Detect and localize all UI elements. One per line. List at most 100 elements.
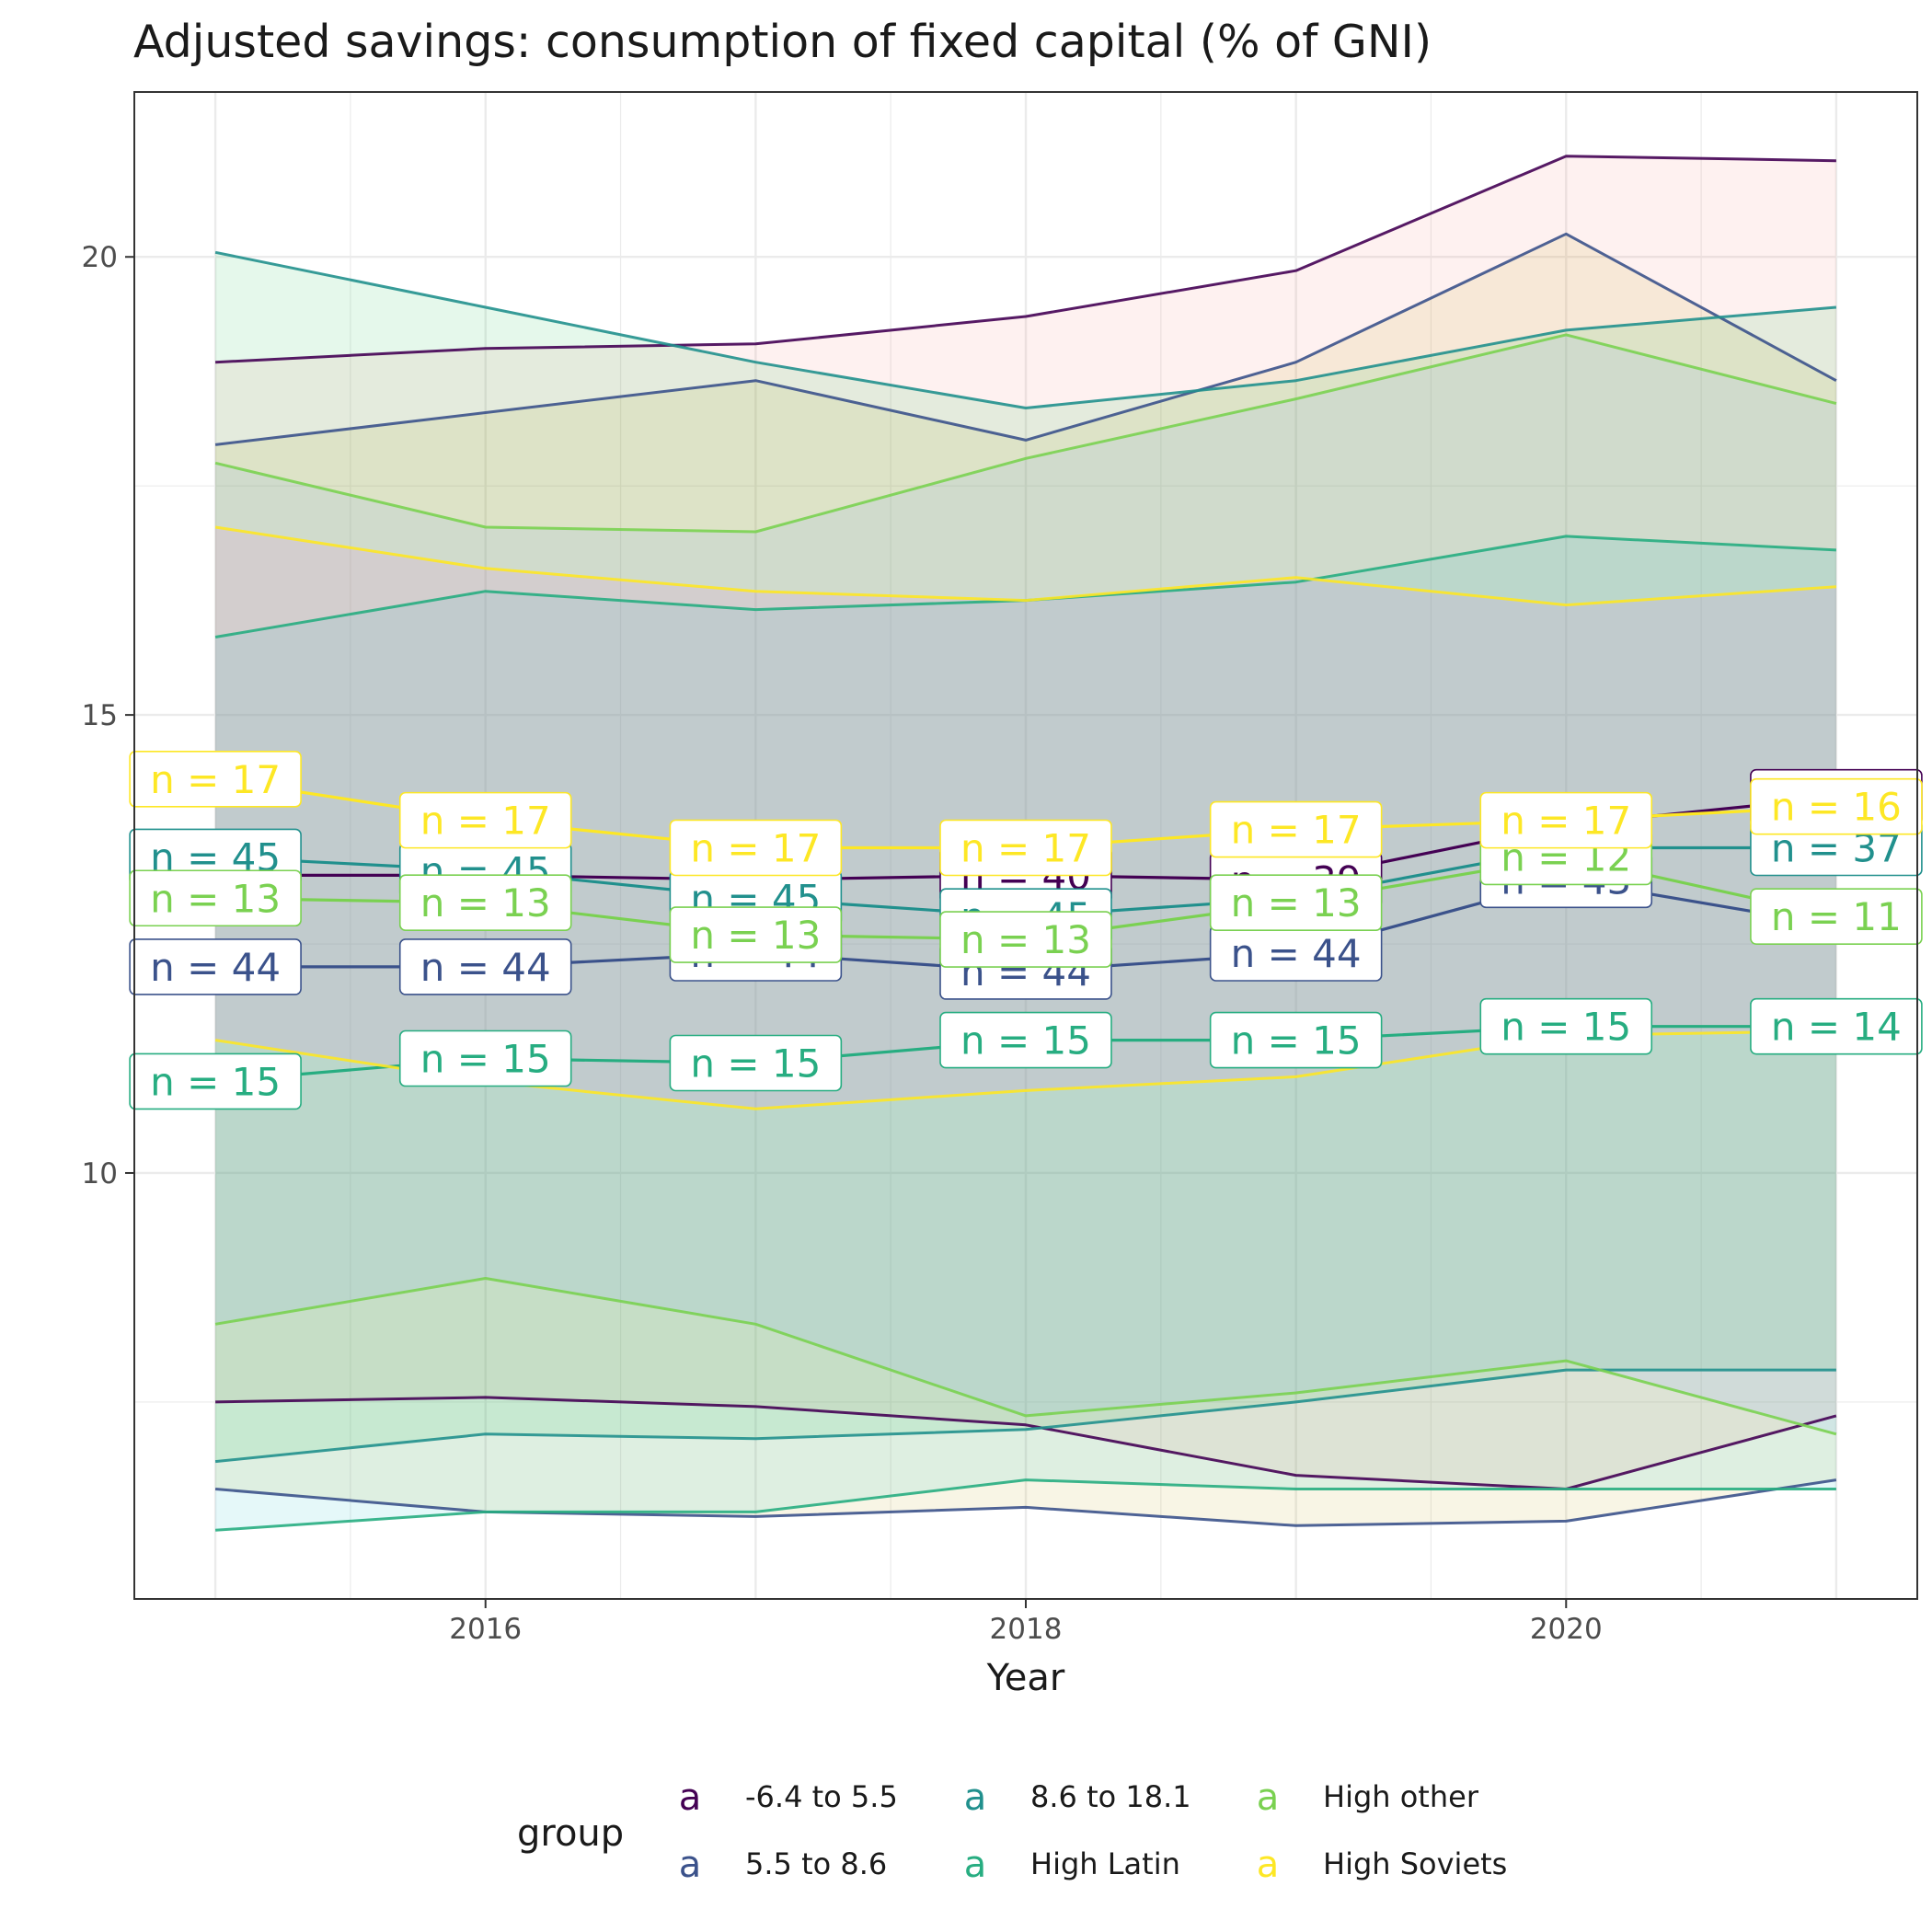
count-label-box	[398, 1029, 572, 1087]
count-label: n = 13	[669, 906, 843, 963]
count-label: n = 17	[398, 791, 572, 849]
legend-item-8-6-to-18-1: a 8.6 to 18.1	[964, 1777, 1191, 1819]
legend-key: a	[1257, 1777, 1280, 1819]
axes: Year 2016 2018 2020 10 15 20	[82, 241, 1603, 1699]
count-label-text: n = 13	[420, 880, 551, 926]
count-label: n = 16	[1750, 777, 1923, 835]
count-label: n = 15	[398, 1029, 572, 1087]
legend-label: 8.6 to 18.1	[1030, 1779, 1191, 1814]
count-label-box	[669, 1034, 843, 1092]
count-label-box	[129, 938, 302, 995]
legend-item-6-4-to-5-5: a -6.4 to 5.5	[679, 1777, 898, 1819]
legend: group a -6.4 to 5.5 a 5.5 to 8.6 a 8.6 to 18.…	[517, 1777, 1507, 1886]
y-tick-label: 20	[82, 241, 118, 274]
count-label: n = 15	[129, 1052, 302, 1110]
count-label-box	[669, 906, 843, 963]
legend-label: -6.4 to 5.5	[745, 1779, 898, 1814]
count-label: n = 17	[1479, 791, 1653, 849]
count-label-box	[1750, 997, 1923, 1055]
legend-key: a	[964, 1777, 987, 1819]
legend-item-5-5-to-8-6: a 5.5 to 8.6	[679, 1844, 888, 1886]
lower-line-high-latin	[214, 1478, 1836, 1532]
count-label-box	[398, 874, 572, 932]
count-label-text: n = 15	[690, 1041, 821, 1086]
chart-title: Adjusted savings: consumption of fixed c…	[133, 16, 1432, 68]
x-tick-label: 2018	[990, 1613, 1063, 1646]
count-label: n = 17	[669, 819, 843, 877]
count-label-text: n = 17	[420, 799, 551, 844]
count-label-box	[129, 869, 302, 927]
x-tick-label: 2016	[449, 1613, 522, 1646]
count-label-text: n = 13	[690, 913, 821, 958]
legend-item-high-soviets: a High Soviets	[1257, 1844, 1508, 1886]
count-label: n = 13	[1209, 874, 1383, 932]
count-label: n = 17	[1209, 800, 1383, 858]
count-label-box	[1750, 888, 1923, 945]
legend-key: a	[1257, 1844, 1280, 1886]
count-label: n = 15	[1209, 1011, 1383, 1069]
legend-item-high-other: a High other	[1257, 1777, 1479, 1819]
count-label: n = 15	[1479, 997, 1653, 1055]
count-label-box	[1209, 874, 1383, 932]
count-label: n = 14	[1750, 997, 1923, 1055]
count-label-text: n = 16	[1771, 785, 1902, 830]
legend-key: a	[679, 1844, 702, 1886]
count-label-box	[669, 819, 843, 877]
count-label-box	[398, 791, 572, 849]
count-label-box	[398, 938, 572, 995]
count-label-text: n = 11	[1771, 894, 1902, 939]
count-label: n = 17	[129, 751, 302, 808]
legend-key: a	[679, 1777, 702, 1819]
upper-line-6-4-to-5-5	[215, 155, 1836, 364]
count-label-box	[1209, 800, 1383, 858]
count-label-box	[1479, 997, 1653, 1055]
count-label: n = 13	[129, 869, 302, 927]
count-label-text: n = 13	[150, 876, 281, 921]
count-label-box	[129, 1052, 302, 1110]
upper-line-high-other	[214, 333, 1837, 534]
count-label-text: n = 15	[150, 1059, 281, 1104]
count-label: n = 15	[669, 1034, 843, 1092]
count-label: n = 17	[939, 819, 1112, 877]
count-label-box	[939, 819, 1112, 877]
x-tick-label: 2020	[1530, 1613, 1603, 1646]
count-label-text: n = 13	[1231, 880, 1362, 926]
count-label: n = 11	[1750, 888, 1923, 945]
count-label-text: n = 44	[150, 945, 281, 990]
count-label-text: n = 17	[1231, 808, 1362, 853]
lower-line-8-6-to-18-1	[214, 1368, 1836, 1464]
count-label-text: n = 15	[420, 1037, 551, 1082]
count-label: n = 44	[1209, 925, 1383, 982]
legend-label: High Latin	[1030, 1846, 1180, 1881]
count-label-text: n = 17	[690, 825, 821, 870]
count-label: n = 13	[398, 874, 572, 932]
count-label-text: n = 17	[150, 757, 281, 802]
upper-line-high-soviets	[214, 525, 1837, 607]
count-label-box	[1750, 777, 1923, 835]
count-label-box	[939, 1011, 1112, 1069]
legend-label: High other	[1323, 1779, 1479, 1814]
count-label: n = 44	[129, 938, 302, 995]
count-label-box	[129, 751, 302, 808]
count-label-text: n = 17	[960, 825, 1091, 870]
lower-line-high-other	[214, 1277, 1837, 1436]
count-label-text: n = 44	[1231, 931, 1362, 976]
count-labels: n = 40n = 39n = 35n = 44n = 44n = 44n = …	[129, 751, 1923, 1110]
count-label: n = 15	[939, 1011, 1112, 1069]
upper-line-5-5-to-8-6	[214, 232, 1837, 446]
count-label-box	[1479, 791, 1653, 849]
legend-title: group	[517, 1812, 624, 1855]
ribbon-high-soviets	[215, 527, 1836, 1110]
count-label: n = 13	[939, 911, 1112, 968]
legend-label: 5.5 to 8.6	[745, 1846, 887, 1881]
count-label-text: n = 17	[1501, 799, 1631, 844]
count-label-box	[1209, 1011, 1383, 1069]
legend-label: High Soviets	[1323, 1846, 1507, 1881]
count-label-text: n = 15	[1231, 1018, 1362, 1064]
count-label-text: n = 15	[960, 1018, 1091, 1064]
count-label-text: n = 15	[1501, 1005, 1631, 1050]
count-label-box	[939, 911, 1112, 968]
legend-key: a	[964, 1844, 987, 1886]
x-axis-title: Year	[986, 1657, 1065, 1699]
